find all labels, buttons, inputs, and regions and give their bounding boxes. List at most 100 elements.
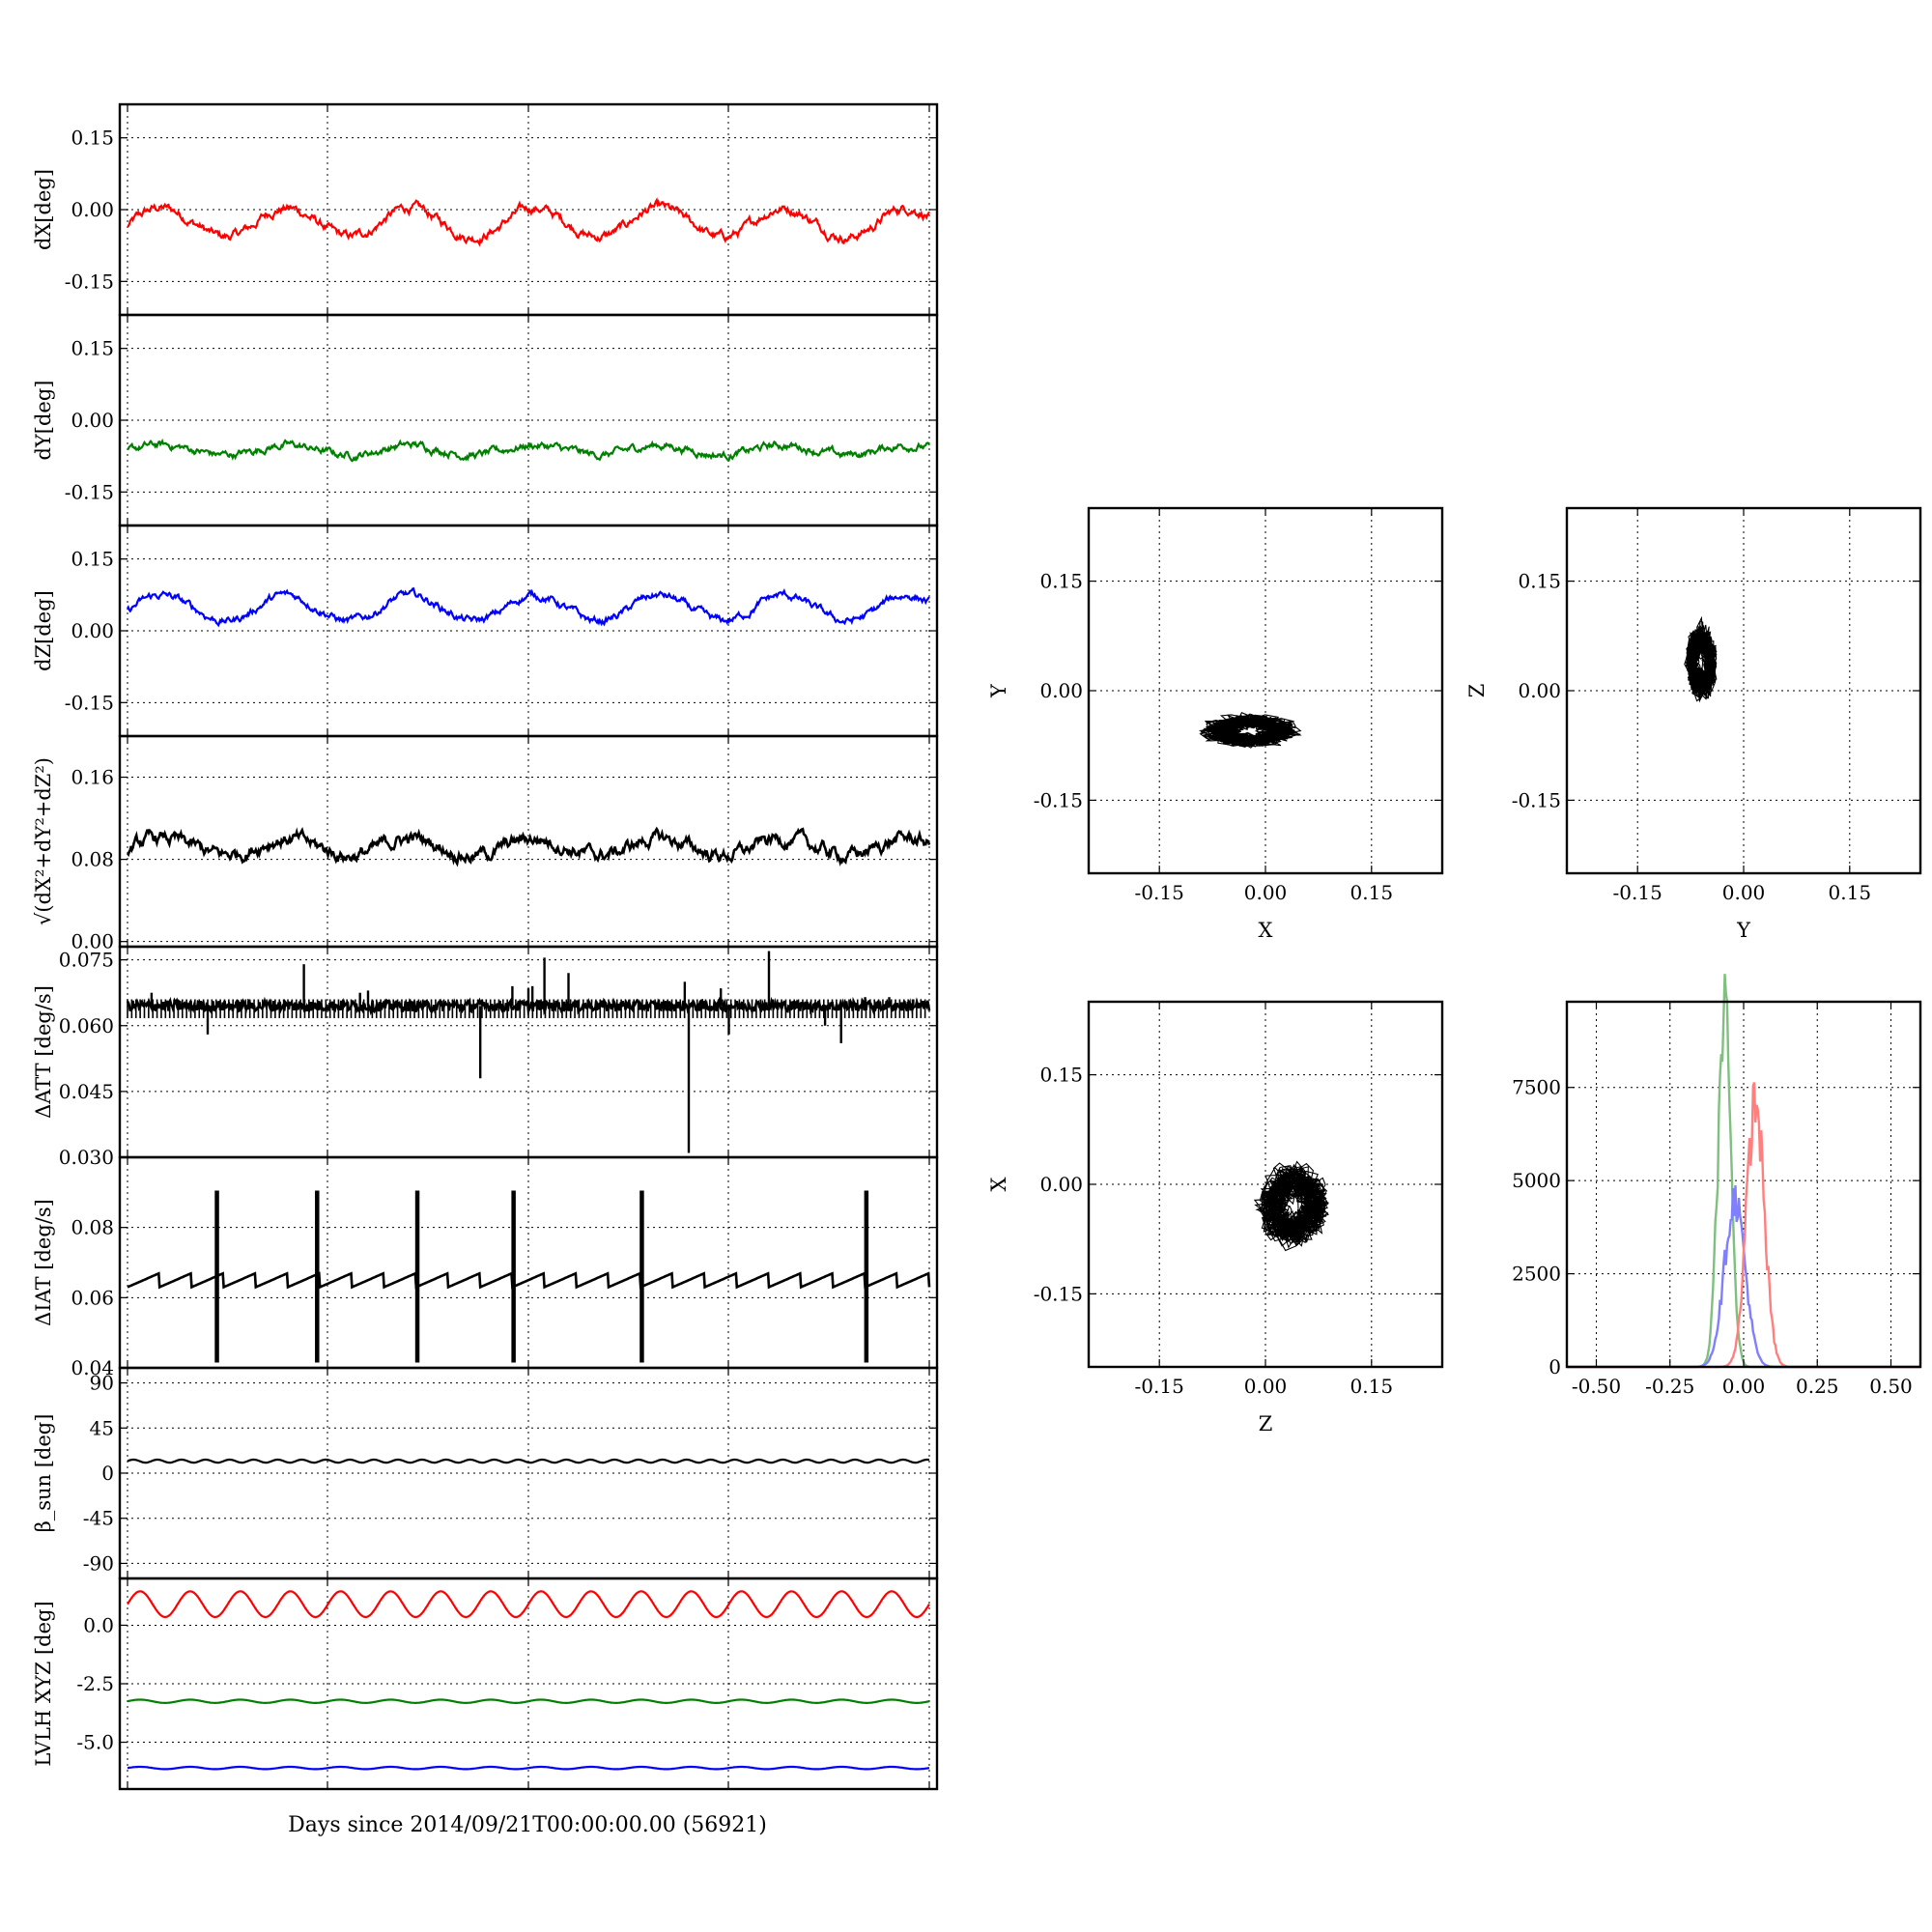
y-axis-label-datt: ΔATT [deg/s] <box>32 985 55 1119</box>
x-tick-label: 0.00 <box>1722 1375 1766 1398</box>
x-tick-label: 0.15 <box>1350 881 1394 904</box>
y-tick-label: -0.15 <box>1034 788 1083 811</box>
panel-frame-zx <box>1087 1000 1444 1369</box>
series-line-lvlh-0 <box>127 1590 930 1619</box>
panel-frame-yz <box>1565 506 1922 875</box>
panel-hist: -0.50 -0.25 0.00 0.25 0.50 7500 5000 2500 0 <box>1512 974 1922 1398</box>
panel-zx: -0.15 0.00 0.15 0.15 0.00 -0.15 Z X <box>987 1000 1444 1435</box>
y-tick-label: 0.15 <box>1518 570 1561 593</box>
series-line-datt-0 <box>126 996 931 1016</box>
y-axis-label-dx: dX[deg] <box>32 169 55 250</box>
panel-dx: 0.15 0.00 -0.15 dX[deg] <box>32 102 939 317</box>
series-line-dz-0 <box>126 586 930 628</box>
series-line-dx-0 <box>127 197 931 247</box>
panel-datt: 0.075 0.060 0.045 0.030 ΔATT [deg/s] <box>32 945 939 1169</box>
scatter-trace-zx <box>1253 1160 1329 1252</box>
y-tick-label: 0.060 <box>59 1014 114 1037</box>
y-tick-label: 0.030 <box>59 1146 114 1169</box>
y-tick-label: 0.00 <box>71 198 114 221</box>
y-tick-label: 0.00 <box>71 409 114 432</box>
x-tick-label: -0.15 <box>1135 1375 1184 1398</box>
y-tick-label: 0.04 <box>71 1356 114 1379</box>
y-axis-label-dtot: √(dX²+dY²+dZ²) <box>32 757 55 925</box>
series-line-dy-0 <box>127 438 931 463</box>
x-axis-label-xy: X <box>1259 919 1273 942</box>
panel-diat: 0.08 0.06 0.04 ΔIAT [deg/s] <box>32 1155 939 1379</box>
series-line-lvlh-2 <box>127 1765 930 1771</box>
x-tick-label: 0.00 <box>1244 881 1288 904</box>
y-tick-label: 0.06 <box>71 1286 114 1309</box>
y-tick-label: 0.00 <box>1518 679 1561 702</box>
series-line-diat-0 <box>127 1271 931 1290</box>
panel-frame-lvlh <box>118 1577 939 1791</box>
y-tick-label: 0.15 <box>1039 1064 1083 1087</box>
x-tick-label: -0.25 <box>1645 1375 1694 1398</box>
y-axis-label-lvlh: LVLH XYZ [deg] <box>32 1601 55 1766</box>
y-axis-label-dy: dY[deg] <box>32 380 55 460</box>
y-tick-label: -5.0 <box>76 1731 114 1754</box>
panel-beta: 90 45 0 -45 -90 β_sun [deg] <box>32 1366 939 1580</box>
y-tick-label: 0.15 <box>71 548 114 571</box>
y-tick-label: -90 <box>83 1551 114 1575</box>
x-tick-label: 0.25 <box>1796 1375 1839 1398</box>
y-tick-label: 0.08 <box>71 848 114 871</box>
y-tick-label: 0.00 <box>71 930 114 953</box>
y-tick-label: 0.15 <box>71 127 114 150</box>
y-tick-label: -0.15 <box>1034 1282 1083 1305</box>
panel-lvlh: 0.0 -2.5 -5.0 LVLH XYZ [deg] <box>32 1577 939 1791</box>
scatter-trace-xy <box>1198 711 1302 749</box>
y-tick-label: 45 <box>90 1416 114 1439</box>
y-tick-label: 0.0 <box>83 1613 114 1636</box>
panel-frame-hist <box>1565 1000 1922 1369</box>
x-tick-label: 0.00 <box>1244 1375 1288 1398</box>
series-line-lvlh-1 <box>127 1698 930 1704</box>
x-tick-label: 0.00 <box>1722 881 1766 904</box>
y-axis-label-diat: ΔIAT [deg/s] <box>32 1199 55 1326</box>
x-tick-label: -0.15 <box>1613 881 1662 904</box>
panel-frame-xy <box>1087 506 1444 875</box>
y-tick-label: -0.15 <box>65 270 114 293</box>
y-tick-label: 2500 <box>1512 1263 1561 1286</box>
y-tick-label: -0.15 <box>65 480 114 503</box>
x-tick-label: 0.15 <box>1350 1375 1394 1398</box>
y-tick-label: 0.08 <box>71 1216 114 1239</box>
y-tick-label: 90 <box>90 1372 114 1395</box>
series-line-dtot-0 <box>126 826 931 867</box>
y-tick-label: 0.16 <box>71 766 114 789</box>
y-tick-label: 5000 <box>1512 1169 1561 1192</box>
y-tick-label: 0 <box>1548 1355 1561 1378</box>
x-axis-label-yz: Y <box>1736 919 1751 942</box>
x-tick-label: 0.50 <box>1869 1375 1913 1398</box>
y-tick-label: -45 <box>83 1507 114 1530</box>
y-axis-label-zx: X <box>987 1177 1010 1191</box>
y-axis-label-dz: dZ[deg] <box>32 590 55 671</box>
panel-dtot: 0.16 0.08 0.00 √(dX²+dY²+dZ²) <box>32 734 939 953</box>
x-axis-caption: Days since 2014/09/21T00:00:00.00 (56921… <box>288 1813 767 1837</box>
y-axis-label-yz: Z <box>1465 684 1489 698</box>
panel-yz: -0.15 0.00 0.15 0.15 0.00 -0.15 Y Z <box>1465 506 1922 942</box>
panel-dy: 0.15 0.00 -0.15 dY[deg] <box>32 313 939 527</box>
x-tick-label: -0.15 <box>1135 881 1184 904</box>
series-line-beta-0 <box>127 1458 930 1464</box>
y-tick-label: 0.15 <box>71 337 114 360</box>
y-tick-label: 0.15 <box>1039 570 1083 593</box>
y-tick-label: 0.00 <box>1039 679 1083 702</box>
scatter-trace-yz <box>1684 615 1718 703</box>
panel-dz: 0.15 0.00 -0.15 dZ[deg] <box>32 524 939 738</box>
y-axis-label-xy: Y <box>987 683 1010 698</box>
x-tick-label: -0.50 <box>1572 1375 1621 1398</box>
y-axis-label-beta: β_sun [deg] <box>32 1414 55 1533</box>
y-tick-label: 7500 <box>1512 1076 1561 1099</box>
panel-xy: -0.15 0.00 0.15 0.15 0.00 -0.15 X Y <box>987 506 1444 942</box>
x-tick-label: 0.15 <box>1829 881 1872 904</box>
y-tick-label: -2.5 <box>76 1672 114 1695</box>
y-tick-label: -0.15 <box>1512 788 1561 811</box>
y-tick-label: -0.15 <box>65 691 114 714</box>
x-axis-label-zx: Z <box>1259 1412 1273 1435</box>
y-tick-label: 0.00 <box>71 619 114 642</box>
y-tick-label: 0.00 <box>1039 1173 1083 1196</box>
y-tick-label: 0.045 <box>59 1080 114 1103</box>
y-tick-label: 0 <box>101 1462 114 1485</box>
y-tick-label: 0.075 <box>59 949 114 972</box>
